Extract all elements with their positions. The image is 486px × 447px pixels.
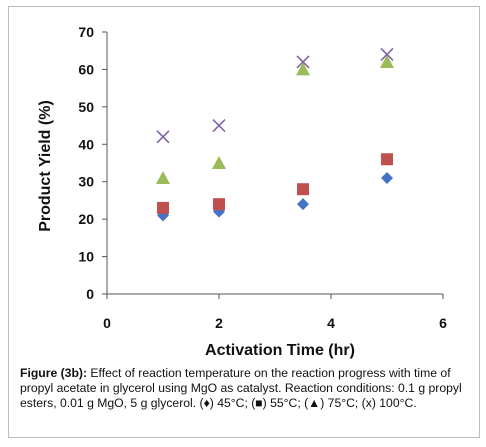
x-point (156, 130, 170, 144)
y-tick-label: 70 (78, 24, 94, 40)
triangle-point (156, 170, 170, 184)
triangle-point (296, 62, 310, 76)
x-point (296, 55, 310, 69)
chart-marks (156, 47, 394, 222)
y-axis-label: Product Yield (%) (37, 100, 54, 232)
x-tick-label: 0 (103, 315, 111, 331)
square-point (297, 183, 309, 196)
square-point (381, 153, 393, 166)
y-tick-label: 30 (78, 174, 94, 190)
y-tick-label: 10 (78, 249, 94, 265)
y-tick-label: 60 (78, 61, 94, 77)
diamond-point (297, 198, 309, 211)
x-tick-label: 6 (439, 315, 447, 331)
x-point (380, 47, 394, 62)
y-tick-label: 20 (78, 211, 94, 227)
chart-axes (106, 32, 443, 295)
triangle-point (380, 54, 394, 68)
figure-caption: Figure (3b): Effect of reaction temperat… (20, 366, 470, 411)
x-tick-label: 4 (327, 315, 335, 331)
caption-label: Figure (3b): (20, 366, 88, 380)
chart-ticks: 0 10 20 30 40 50 60 70 0 2 4 6 (78, 24, 447, 331)
diamond-point (381, 171, 393, 184)
x-tick-label: 2 (215, 315, 223, 331)
caption-text: Effect of reaction temperature on the re… (20, 366, 462, 410)
y-tick-label: 0 (86, 286, 94, 302)
x-point (212, 119, 226, 133)
y-tick-label: 50 (78, 99, 94, 115)
y-tick-label: 40 (78, 136, 94, 152)
figure-frame (8, 6, 480, 438)
x-axis-label: Activation Time (hr) (205, 342, 355, 359)
square-point (213, 198, 225, 211)
square-point (157, 201, 169, 214)
triangle-point (212, 156, 226, 169)
